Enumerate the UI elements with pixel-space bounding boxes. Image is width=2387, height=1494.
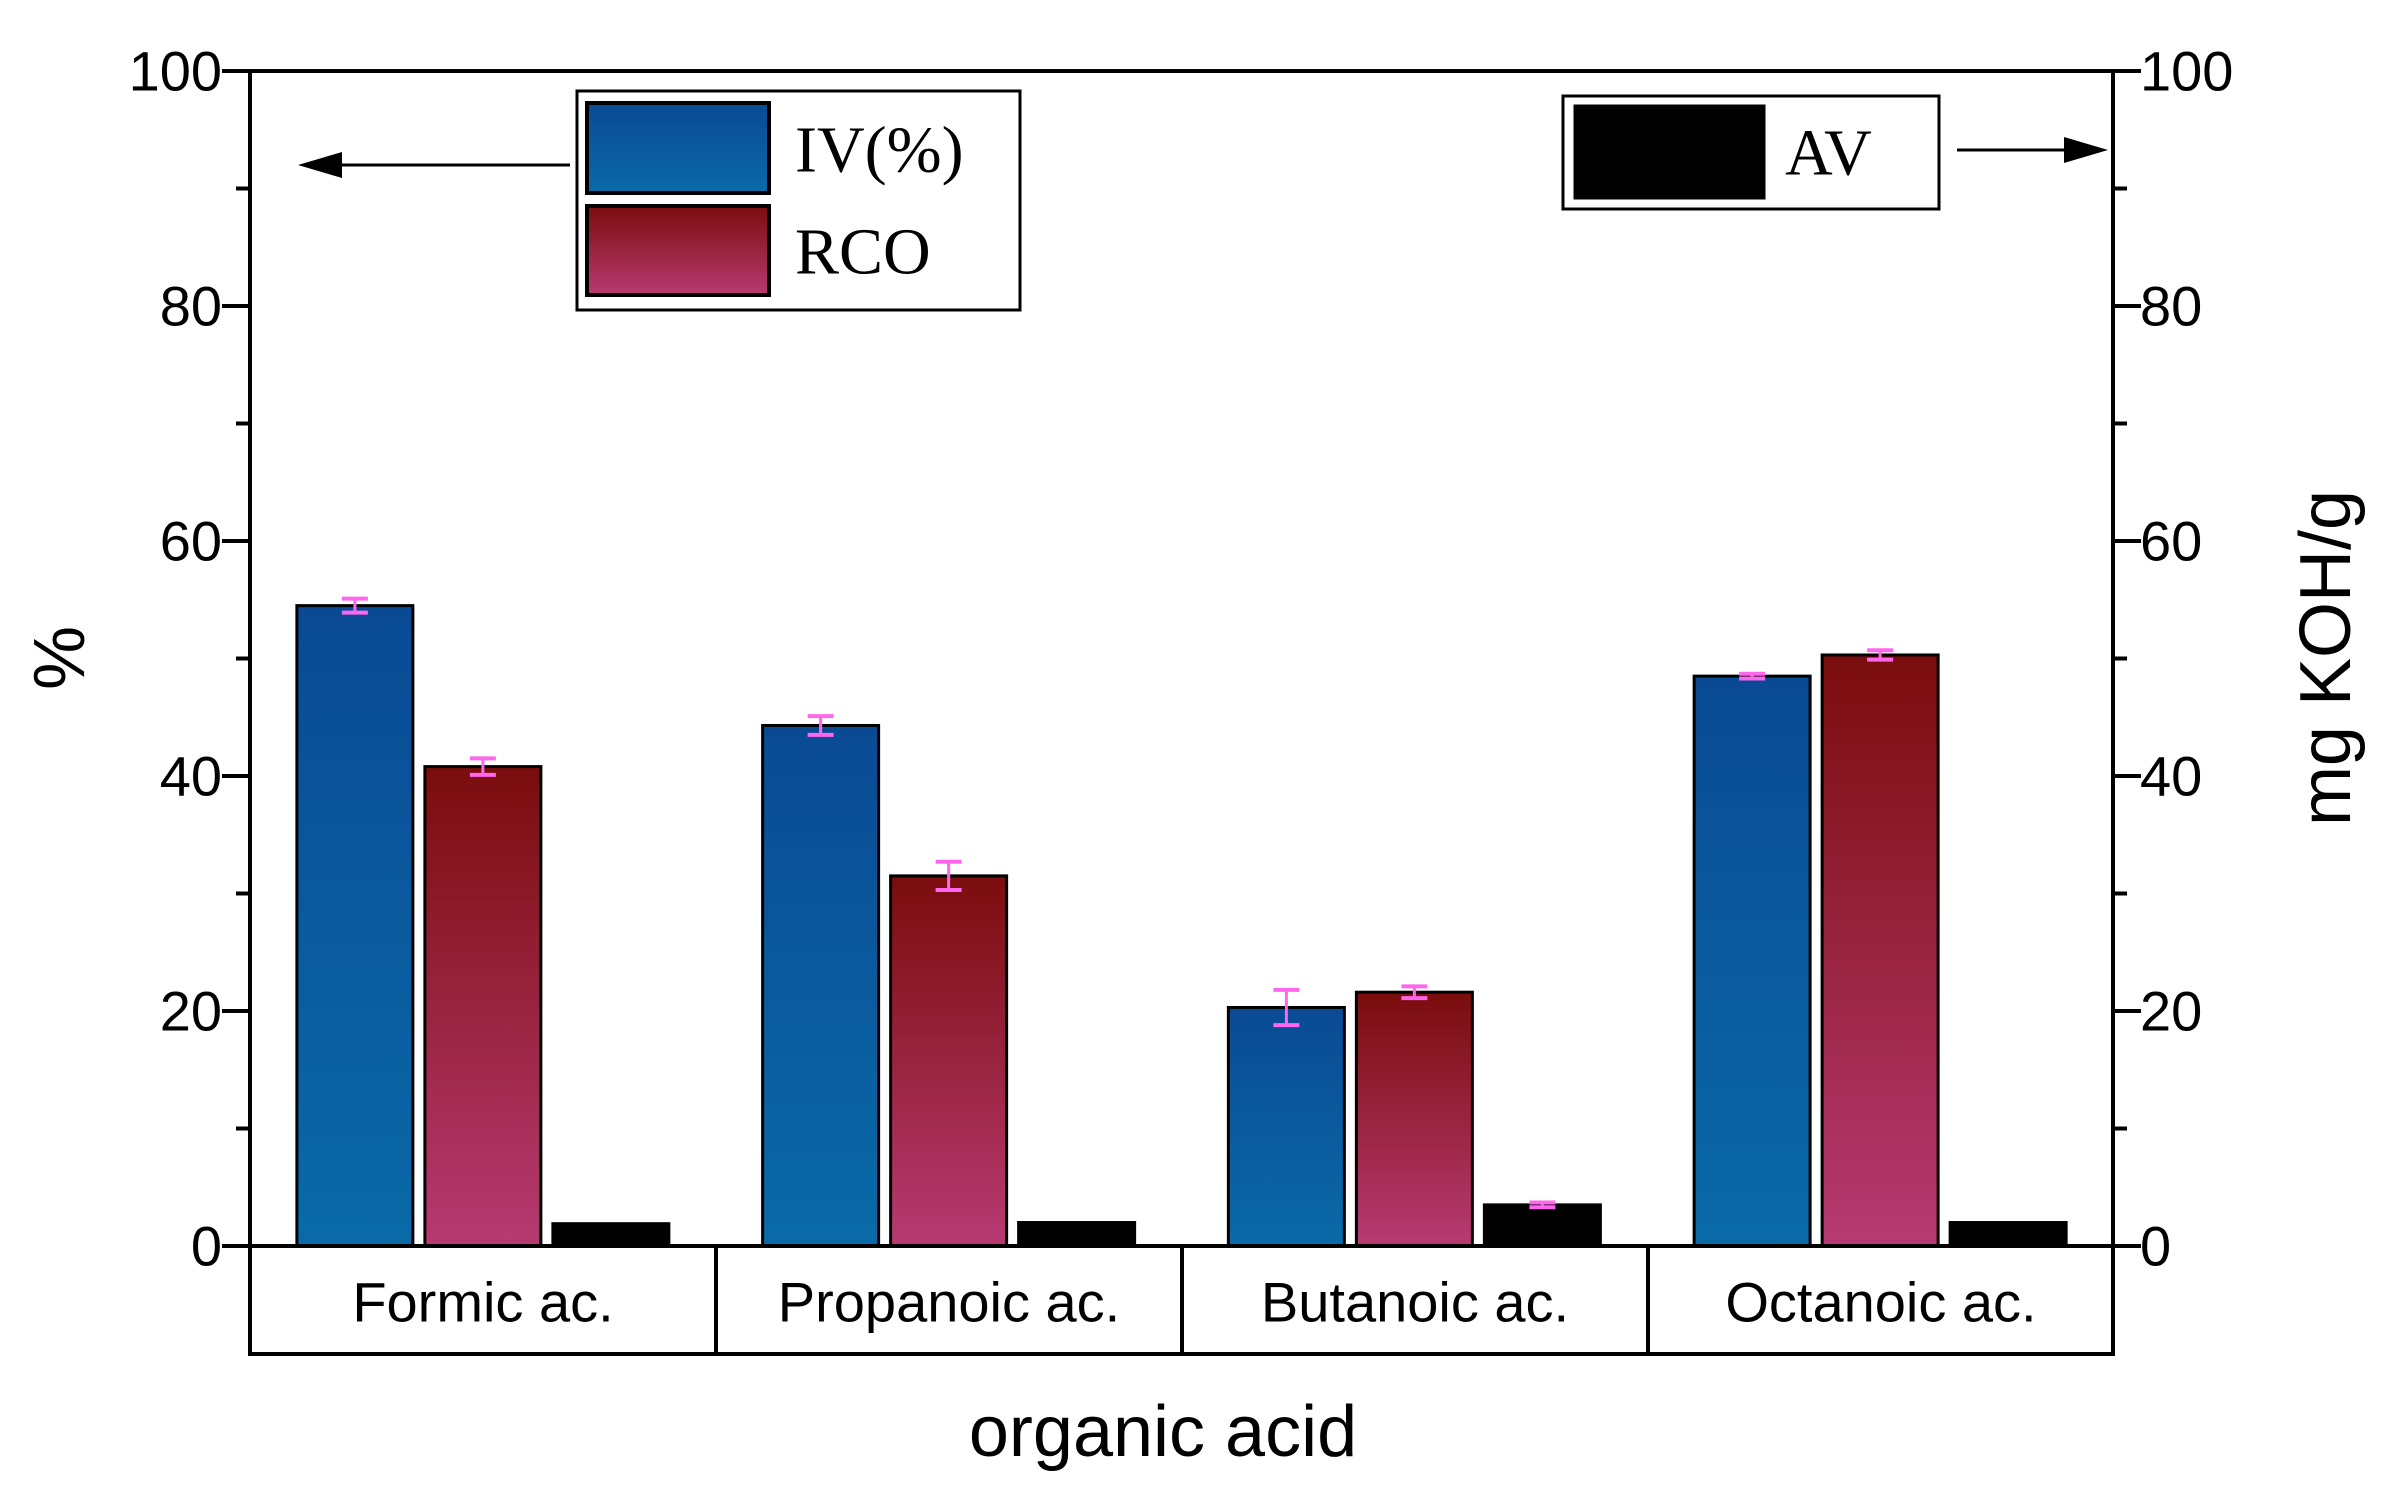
legend-label-rco: RCO bbox=[795, 216, 931, 289]
legend-right-arrow bbox=[1957, 137, 2108, 163]
y-tick-label-right: 40 bbox=[2140, 745, 2202, 808]
y-tick-label-right: 60 bbox=[2140, 510, 2202, 573]
legend-left-arrow bbox=[298, 152, 570, 178]
bar-iv-3 bbox=[1692, 674, 1812, 1248]
legend-right: AV bbox=[1561, 94, 1941, 211]
bar-av-2 bbox=[1482, 1203, 1602, 1248]
y-tick-label-left: 60 bbox=[160, 510, 222, 573]
legend-swatch-iv bbox=[585, 101, 771, 195]
y-tick-label-left: 20 bbox=[160, 980, 222, 1043]
bar-iv-1 bbox=[761, 723, 881, 1248]
bar-iv-0 bbox=[295, 604, 415, 1248]
category-label: Octanoic ac. bbox=[1725, 1271, 2036, 1334]
legend-swatch-av bbox=[1573, 104, 1766, 200]
arrowhead-right bbox=[2064, 137, 2108, 163]
bars-layer bbox=[295, 604, 2068, 1248]
legend-left: IV(%) RCO bbox=[575, 89, 1022, 312]
bar-av-1 bbox=[1017, 1221, 1137, 1248]
y-tick-label-right: 80 bbox=[2140, 275, 2202, 338]
y-tick-label-right: 100 bbox=[2140, 40, 2233, 103]
y-tick-label-right: 0 bbox=[2140, 1215, 2171, 1278]
y-tick-label-left: 40 bbox=[160, 745, 222, 808]
arrowhead-left bbox=[298, 152, 342, 178]
legend-label-iv: IV(%) bbox=[795, 114, 964, 187]
bar-av-0 bbox=[551, 1222, 671, 1248]
axis-ticks-layer bbox=[222, 69, 2141, 1248]
bar-rco-2 bbox=[1354, 990, 1474, 1248]
category-label: Propanoic ac. bbox=[778, 1271, 1120, 1334]
y-tick-label-left: 80 bbox=[160, 275, 222, 338]
bar-rco-3 bbox=[1820, 653, 1940, 1248]
bar-iv-2 bbox=[1226, 1005, 1346, 1248]
y-tick-label-left: 0 bbox=[191, 1215, 222, 1278]
y-axis-title-left: % bbox=[20, 626, 100, 690]
legend-swatch-rco bbox=[585, 204, 771, 297]
bar-av-3 bbox=[1948, 1221, 2068, 1248]
bar-rco-0 bbox=[423, 765, 543, 1248]
y-axis-title-right: mg KOH/g bbox=[2286, 490, 2366, 826]
category-label: Butanoic ac. bbox=[1261, 1271, 1569, 1334]
bar-rco-1 bbox=[889, 874, 1009, 1248]
legend-label-av: AV bbox=[1785, 117, 1872, 190]
y-tick-label-right: 20 bbox=[2140, 980, 2202, 1043]
y-tick-label-left: 100 bbox=[129, 40, 222, 103]
category-label: Formic ac. bbox=[352, 1271, 613, 1334]
x-axis-title: organic acid bbox=[969, 1392, 1357, 1472]
error-bars-layer bbox=[341, 596, 1894, 1210]
